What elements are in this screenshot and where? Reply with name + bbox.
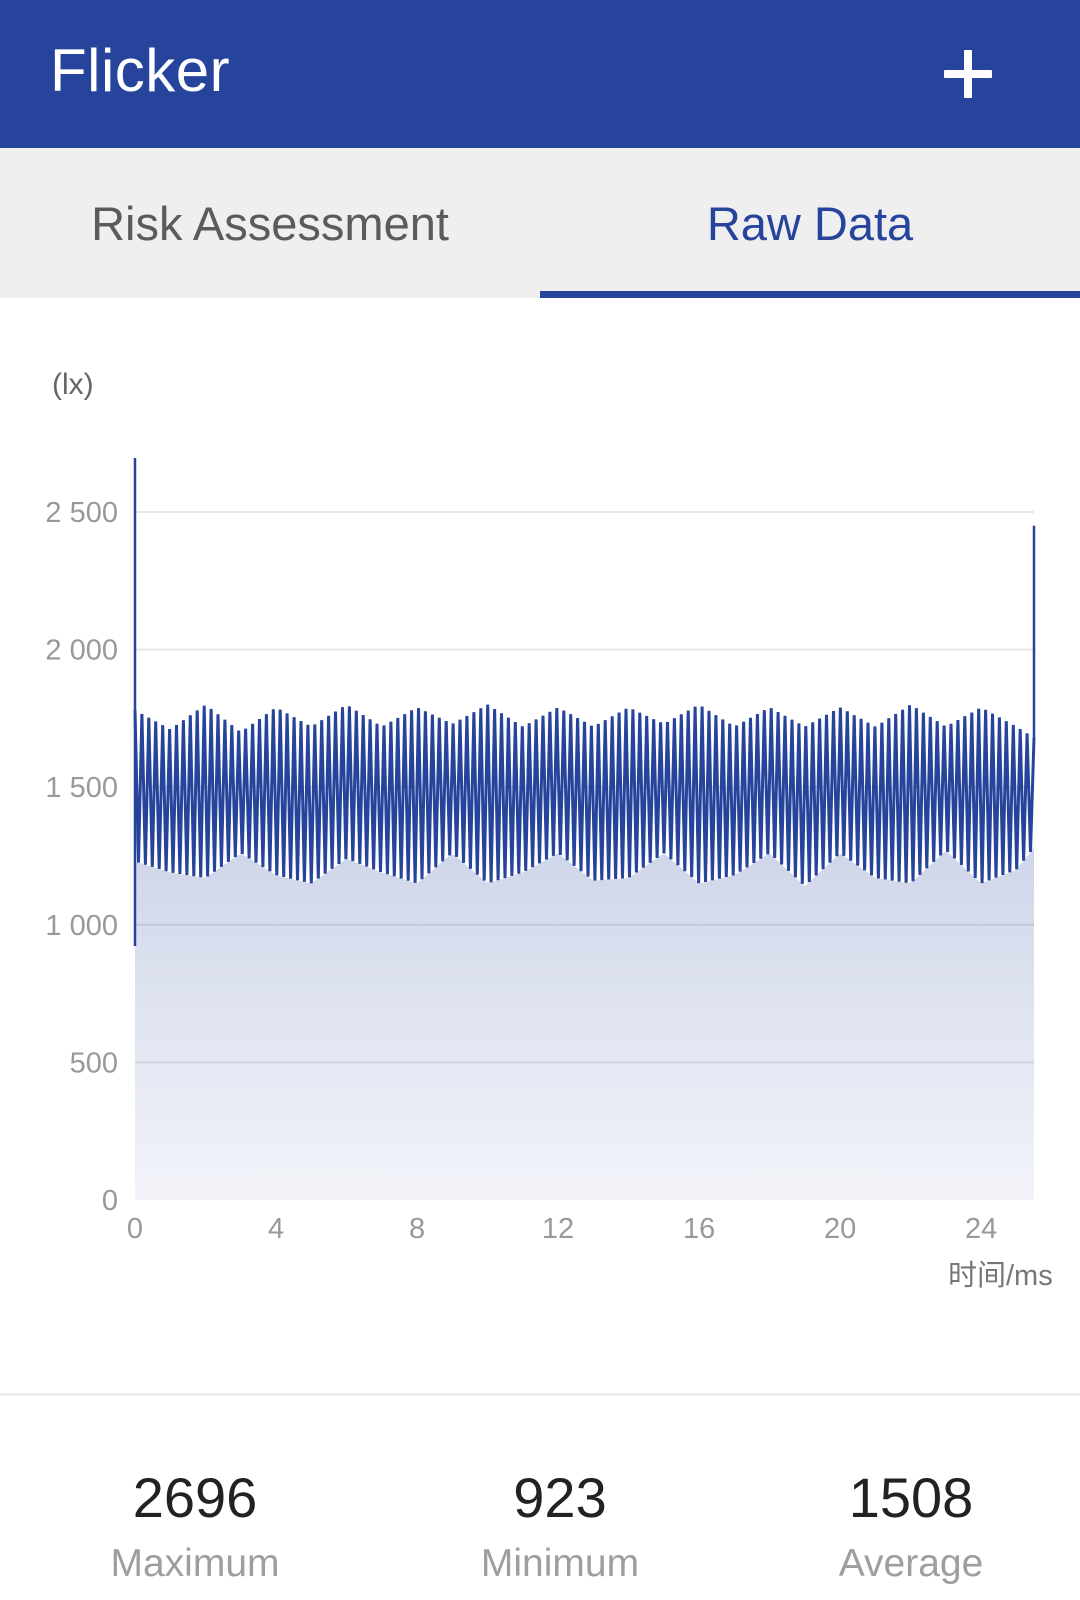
x-tick-label: 4 <box>268 1213 284 1245</box>
x-tick-label: 16 <box>683 1213 715 1245</box>
maximum-value: 2696 <box>132 1466 258 1529</box>
tab-risk-assessment[interactable]: Risk Assessment <box>91 196 449 250</box>
x-axis-unit-label: 时间/ms <box>948 1260 1053 1292</box>
stat-average: 1508 Average <box>731 1396 1080 1586</box>
signal-line <box>133 704 1036 884</box>
y-tick-label: 1 000 <box>45 910 118 942</box>
y-tick-label: 0 <box>102 1185 118 1217</box>
stats-panel: 2696 Maximum 923 Minimum 1508 Average <box>0 1396 1080 1600</box>
app-title: Flicker <box>50 37 231 104</box>
minimum-label: Minimum <box>480 1542 640 1585</box>
tab-bar: Risk Assessment Raw Data <box>0 148 1080 298</box>
chart-svg: 0 500 1 000 1 500 2 000 2 500 0 4 8 12 16 20 24 <box>45 458 1036 1245</box>
area-fill <box>135 847 1034 1200</box>
average-label: Average <box>838 1542 984 1585</box>
raw-data-chart: (lx) 0 500 1 000 1 500 2 000 2 500 0 4 8 12 16 20 24… <box>0 298 1080 1388</box>
plus-icon <box>944 50 992 98</box>
y-tick-label: 2 500 <box>45 497 118 529</box>
average-value: 1508 <box>848 1466 974 1529</box>
minimum-value: 923 <box>513 1466 607 1529</box>
app-bar: Flicker <box>0 0 1080 148</box>
stat-maximum: 2696 Maximum <box>15 1396 375 1586</box>
maximum-label: Maximum <box>110 1542 280 1585</box>
stat-minimum: 923 Minimum <box>380 1396 740 1586</box>
x-tick-label: 0 <box>127 1213 143 1245</box>
divider <box>0 1393 1080 1396</box>
active-tab-indicator <box>540 291 1080 298</box>
y-tick-label: 2 000 <box>45 635 118 667</box>
x-tick-label: 8 <box>409 1213 425 1245</box>
y-axis-unit-label: (lx) <box>52 368 94 401</box>
x-tick-label: 24 <box>965 1213 997 1245</box>
x-tick-label: 12 <box>542 1213 574 1245</box>
y-tick-label: 1 500 <box>45 772 118 804</box>
y-tick-label: 500 <box>70 1047 118 1079</box>
tab-raw-data[interactable]: Raw Data <box>706 196 914 250</box>
x-tick-label: 20 <box>824 1213 856 1245</box>
add-button[interactable] <box>930 36 1006 112</box>
